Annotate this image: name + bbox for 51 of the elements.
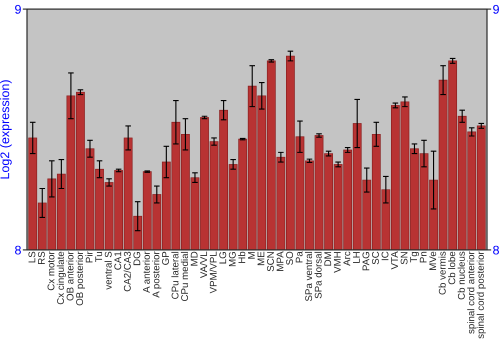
x-tick-label: SCN [267, 252, 274, 272]
x-tick-label: LH [353, 252, 360, 263]
x-tick-label: Tg [410, 252, 419, 262]
x-tick-label: SPa dorsal [314, 252, 322, 298]
x-tick-label: IC [382, 252, 388, 260]
x-tick-label: DM [324, 252, 332, 266]
x-tick-label: ME [258, 252, 264, 266]
x-tick-label: VTA [391, 251, 398, 270]
x-tick-label: spinal cord anterior [467, 251, 476, 334]
x-tick-label: Pa [296, 251, 303, 262]
x-tick-label: VPM/VPL [210, 252, 217, 294]
x-tick-label: SO [286, 252, 294, 265]
x-tick-label: MD [190, 252, 198, 266]
x-tick-label: Hb [238, 252, 246, 263]
x-tick-label: LS [28, 252, 36, 262]
y-axis-title: Log2 (expression) [0, 80, 12, 178]
x-tick-label: OB anterior [66, 251, 74, 301]
x-tick-label: CA1 [114, 252, 122, 270]
x-tick-label: Pn [420, 252, 427, 262]
y2-tick-label: 9 [493, 4, 499, 14]
x-tick-label: PAG [362, 252, 370, 270]
x-tick-label: SC [372, 252, 379, 264]
x-tick-label: MG [228, 252, 236, 266]
x-tick-label: Cb lobe [448, 252, 456, 284]
x-tick-label: spinal cord posterior [476, 251, 486, 339]
x-tick-label: A posterior [152, 251, 162, 298]
x-tick-label: VA/VL [200, 252, 208, 278]
x-tick-label: RS [38, 252, 45, 264]
y2-tick-label: 8 [493, 246, 499, 255]
x-tick-label: SN [400, 252, 408, 264]
x-tick-label: Arc [343, 252, 350, 266]
x-tick-label: ventral S [104, 252, 112, 290]
x-tick-label: M [248, 252, 255, 259]
x-tick-label: VMH [334, 252, 341, 273]
x-tick-label: Cx motor [48, 251, 54, 290]
x-tick-label: DG [133, 252, 140, 266]
x-tick-label: MVe [429, 252, 436, 270]
x-tick-label: MPA [276, 251, 284, 271]
x-tick-label: Tu [95, 252, 102, 262]
x-tick-label: CPu lateral [171, 252, 178, 299]
x-tick-label: GP [162, 252, 169, 265]
x-tick-label: CPu medial [180, 252, 188, 302]
x-tick-label: OB posterior [76, 251, 85, 306]
x-tick-label: Cb nucleus [458, 252, 465, 300]
x-tick-label: A anterior [142, 251, 150, 293]
x-tick-label: Cb vermis [438, 252, 446, 295]
x-tick-label: Cx cingulate [56, 252, 66, 304]
x-tick-label: Pir [85, 251, 92, 262]
x-tick-label: CA2/CA3 [124, 252, 131, 292]
x-tick-label: LG [219, 252, 226, 264]
x-tick-label: SPa ventral [304, 252, 312, 302]
